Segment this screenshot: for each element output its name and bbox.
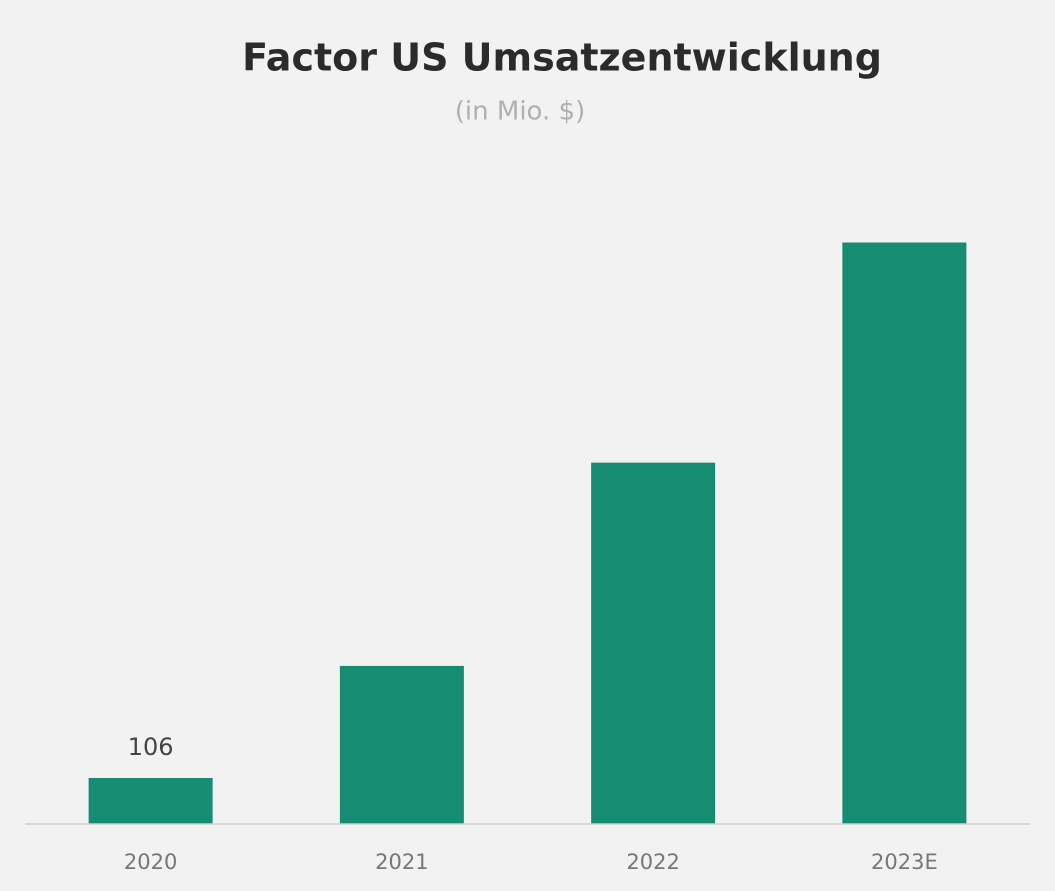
x-tick-label: 2021 (375, 850, 428, 874)
chart-title: Factor US Umsatzentwicklung (242, 36, 882, 80)
chart-subtitle: (in Mio. $) (455, 97, 585, 127)
bar (339, 665, 464, 824)
data-label: 106 (128, 733, 174, 761)
x-tick-label: 2020 (124, 850, 177, 874)
x-tick-label: 2022 (626, 850, 679, 874)
bar (842, 242, 967, 824)
x-tick-label: 2023E (871, 850, 938, 874)
bar (591, 462, 716, 824)
bar (88, 777, 213, 824)
